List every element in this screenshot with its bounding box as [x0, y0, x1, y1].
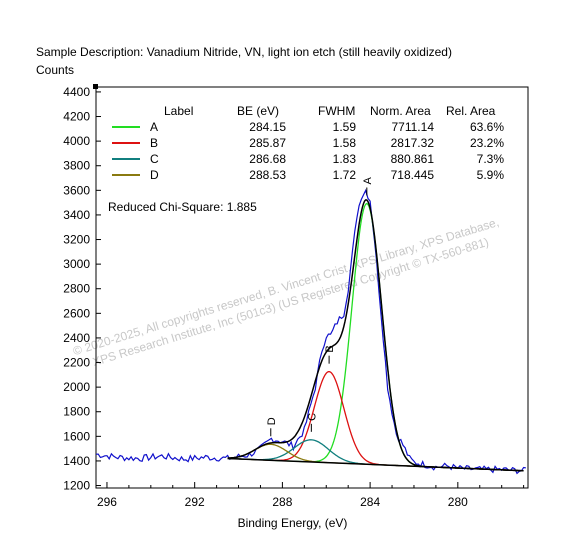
x-tick-label: 284 [360, 495, 380, 509]
legend-label: B [150, 136, 158, 150]
y-tick-label: 4200 [63, 110, 90, 124]
table-header: Rel. Area [446, 104, 496, 118]
y-tick-label: 3800 [63, 159, 90, 173]
table-cell: 23.2% [470, 136, 504, 150]
table-cell: 288.53 [249, 168, 286, 182]
y-tick-label: 3600 [63, 183, 90, 197]
y-tick-label: 1600 [63, 429, 90, 443]
y-tick-label: 2400 [63, 331, 90, 345]
table-cell: 1.83 [333, 152, 357, 166]
envelope-line [227, 199, 523, 472]
y-tick-label: 2800 [63, 282, 90, 296]
plot-frame [95, 86, 529, 489]
peak-marker-label: B [324, 345, 336, 352]
watermark: © 2020-2025, All copyrights reserved, B.… [71, 215, 500, 369]
raw-spectrum-line [95, 188, 526, 475]
table-header: Label [164, 104, 193, 118]
watermark-line: © 2020-2025, All copyrights reserved, B.… [71, 215, 500, 358]
table-cell: 285.87 [249, 136, 286, 150]
chart-title: Sample Description: Vanadium Nitride, VN… [36, 45, 452, 59]
y-axis-label: Counts [36, 63, 75, 77]
table-cell: 1.72 [333, 168, 357, 182]
y-tick-label: 4000 [63, 134, 90, 148]
table-header: Norm. Area [370, 104, 431, 118]
table-cell: 63.6% [470, 120, 504, 134]
table-cell: 284.15 [249, 120, 286, 134]
table-header: FWHM [318, 104, 355, 118]
legend-label: D [150, 168, 159, 182]
table-cell: 1.58 [333, 136, 357, 150]
y-tick-label: 2200 [63, 356, 90, 370]
table-cell: 7.3% [477, 152, 505, 166]
y-tick-label: 2600 [63, 306, 90, 320]
legend-label: A [150, 120, 158, 134]
table-header: BE (eV) [237, 104, 279, 118]
y-tick-label: 1400 [63, 454, 90, 468]
corner-marker [93, 84, 98, 89]
peak-marker-label: C [306, 413, 318, 421]
table-cell: 2817.32 [391, 136, 435, 150]
y-tick-label: 3000 [63, 257, 90, 271]
table-cell: 286.68 [249, 152, 286, 166]
x-tick-label: 292 [185, 495, 205, 509]
x-tick-label: 288 [272, 495, 292, 509]
y-tick-label: 3200 [63, 233, 90, 247]
y-tick-label: 1800 [63, 405, 90, 419]
legend-label: C [150, 152, 159, 166]
table-cell: 5.9% [477, 168, 505, 182]
watermark-line: XPS Research Institute, Inc (501c3) (US … [91, 235, 491, 369]
x-tick-label: 280 [448, 495, 468, 509]
peak-marker-label: D [266, 417, 278, 425]
y-tick-label: 1200 [63, 479, 90, 493]
x-axis-label: Binding Energy, (eV) [237, 516, 348, 530]
table-cell: 718.445 [391, 168, 435, 182]
table-cell: 7711.14 [392, 120, 435, 134]
y-tick-label: 3400 [63, 208, 90, 222]
y-tick-label: 4400 [63, 85, 90, 99]
y-tick-label: 2000 [63, 380, 90, 394]
chi-square-text: Reduced Chi-Square: 1.885 [108, 200, 257, 214]
x-tick-label: 296 [97, 495, 117, 509]
peak-marker-label: A [362, 176, 374, 184]
table-cell: 880.861 [391, 152, 435, 166]
table-cell: 1.59 [333, 120, 357, 134]
